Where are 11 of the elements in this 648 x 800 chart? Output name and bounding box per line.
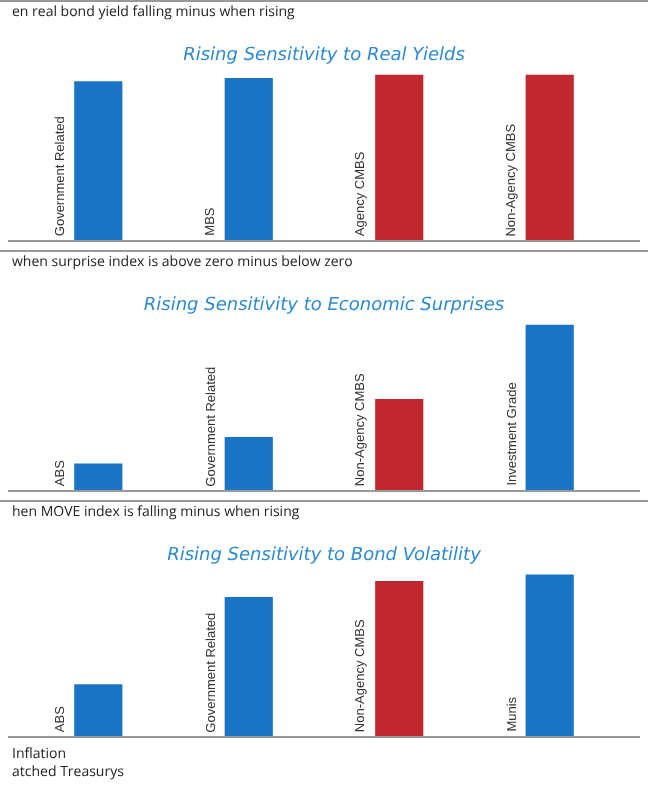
chart-title: Rising Sensitivity to Economic Surprises: [143, 296, 505, 316]
bar: [224, 437, 273, 490]
bar: [525, 574, 574, 736]
chart-title: Rising Sensitivity to Real Yields: [183, 46, 466, 66]
bar: [224, 597, 273, 736]
bar: [375, 399, 424, 490]
bar: [525, 324, 574, 490]
bar: [74, 463, 123, 490]
chart-title: Rising Sensitivity to Bond Volatility: [167, 546, 483, 566]
bar: [375, 580, 424, 736]
bar: [74, 684, 123, 736]
